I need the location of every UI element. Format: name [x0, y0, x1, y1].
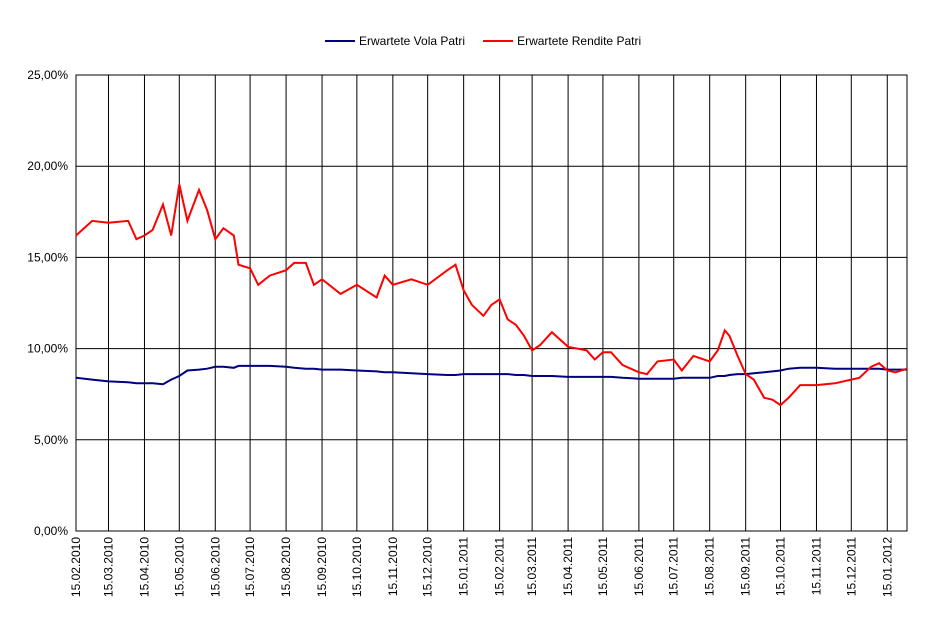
y-tick-label: 25,00%	[27, 68, 68, 82]
legend-label: Erwartete Rendite Patri	[517, 34, 641, 48]
x-tick-label: 15.10.2011	[773, 537, 787, 596]
y-tick-label: 5,00%	[34, 433, 68, 447]
x-tick-label: 15.09.2011	[739, 537, 753, 596]
x-tick-label: 15.06.2011	[632, 537, 646, 596]
x-tick-label: 15.08.2011	[703, 537, 717, 596]
line-series	[75, 364, 907, 386]
x-tick-label: 15.04.2010	[137, 537, 151, 597]
x-tick-label: 15.05.2011	[596, 537, 610, 596]
x-tick-label: 15.07.2010	[243, 537, 257, 597]
x-tick-label: 15.08.2010	[279, 537, 293, 597]
y-tick-label: 10,00%	[27, 342, 68, 356]
x-tick-label: 15.03.2011	[525, 537, 539, 596]
x-tick-label: 15.12.2010	[421, 537, 435, 597]
legend-label: Erwartete Vola Patri	[359, 34, 465, 48]
line-series	[75, 184, 908, 407]
y-tick-label: 15,00%	[27, 250, 68, 264]
x-tick-label: 15.10.2010	[350, 537, 364, 597]
x-tick-label: 15.09.2010	[315, 537, 329, 597]
y-tick-label: 0,00%	[34, 524, 68, 538]
x-tick-label: 15.11.2011	[809, 537, 823, 596]
x-tick-label: 15.04.2011	[561, 537, 575, 596]
x-tick-label: 15.01.2012	[880, 537, 894, 597]
x-tick-label: 15.07.2011	[667, 537, 681, 596]
plot-frame	[75, 74, 908, 532]
x-tick-label: 15.06.2010	[208, 537, 222, 597]
x-tick-label: 15.05.2010	[172, 537, 186, 597]
x-tick-label: 15.03.2010	[101, 537, 115, 597]
x-tick-label: 15.11.2010	[386, 537, 400, 596]
x-tick-label: 15.12.2011	[844, 537, 858, 596]
y-tick-label: 20,00%	[27, 159, 68, 173]
x-tick-label: 15.01.2011	[457, 537, 471, 596]
x-tick-label: 15.02.2011	[493, 537, 507, 596]
x-tick-label: 15.02.2010	[69, 537, 83, 597]
